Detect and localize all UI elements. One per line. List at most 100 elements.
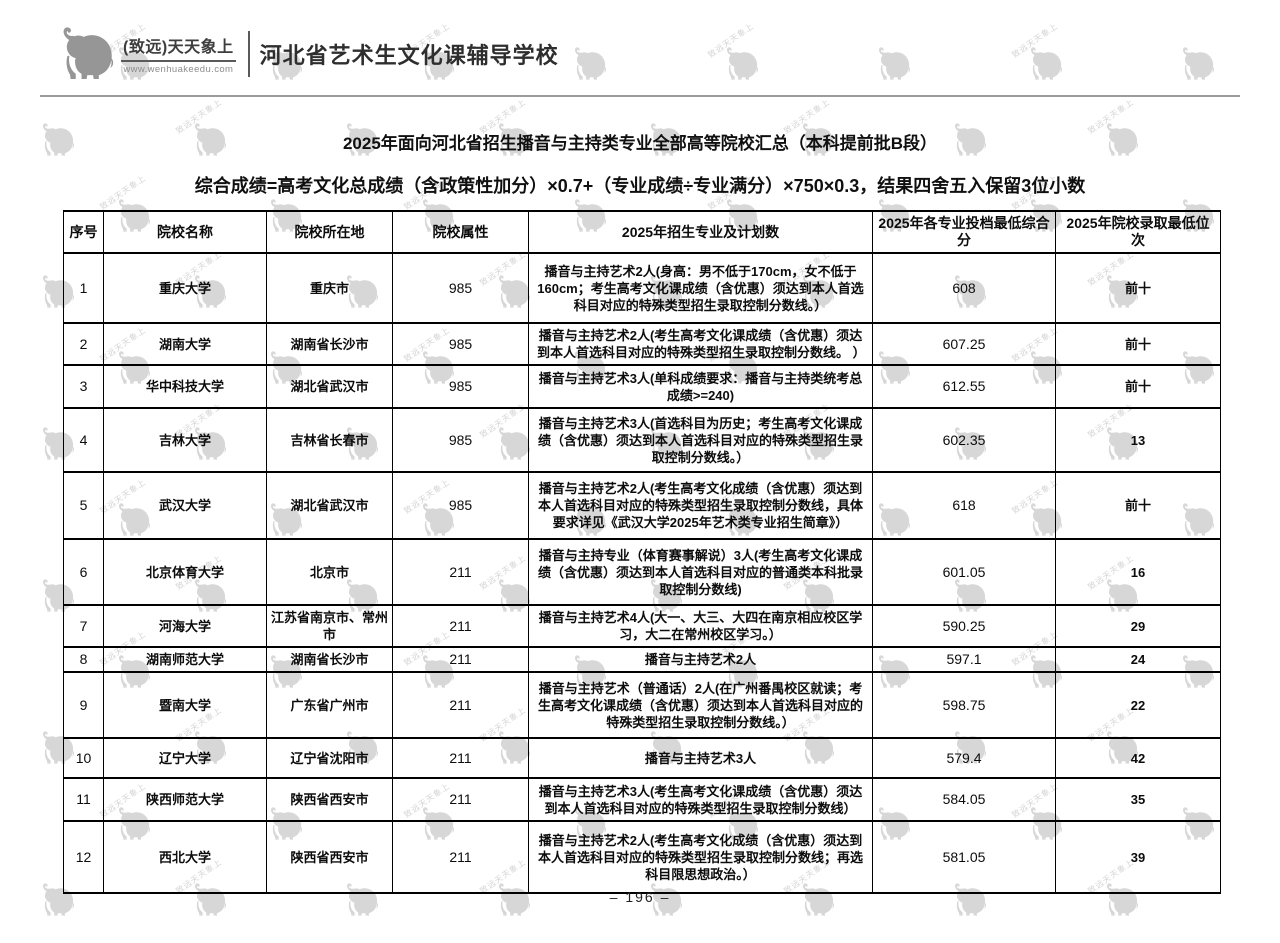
cell-location: 陕西省西安市 [266, 777, 393, 822]
cell-plan: 播音与主持专业（体育赛事解说）3人(考生高考文化课成绩（含优惠）须达到本人首选科… [528, 538, 873, 606]
watermark-elephant-icon [1176, 46, 1218, 87]
cell-plan: 播音与主持艺术2人(考生高考文化课成绩（含优惠）须达到本人首选科目对应的特殊类型… [528, 322, 873, 366]
table-row: 7 河海大学 江苏省南京市、常州市 211 播音与主持艺术4人(大一、大三、大四… [63, 604, 1221, 648]
cell-attribute: 211 [392, 646, 529, 673]
cell-school-name: 河海大学 [103, 604, 267, 648]
cell-location: 湖北省武汉市 [266, 471, 393, 540]
cell-school-name: 湖南大学 [103, 322, 267, 366]
cell-location: 湖南省长沙市 [266, 322, 393, 366]
cell-min-score: 618 [872, 471, 1056, 540]
cell-index: 4 [63, 407, 104, 473]
table-row: 1 重庆大学 重庆市 985 播音与主持艺术2人(身高：男不低于170cm，女不… [63, 252, 1221, 324]
cell-attribute: 211 [392, 604, 529, 648]
cell-location: 湖南省长沙市 [266, 646, 393, 673]
cell-min-rank: 42 [1055, 737, 1221, 779]
cell-min-rank: 前十 [1055, 364, 1221, 409]
cell-min-score: 581.05 [872, 820, 1056, 894]
table-row: 4 吉林大学 吉林省长春市 985 播音与主持艺术3人(首选科目为历史；考生高考… [63, 407, 1221, 473]
cell-min-score: 612.55 [872, 364, 1056, 409]
cell-attribute: 211 [392, 538, 529, 606]
cell-school-name: 西北大学 [103, 820, 267, 894]
cell-plan: 播音与主持艺术2人(考生高考文化成绩（含优惠）须达到本人首选科目对应的特殊类型招… [528, 471, 873, 540]
header-rule [40, 95, 1240, 97]
table-row: 5 武汉大学 湖北省武汉市 985 播音与主持艺术2人(考生高考文化成绩（含优惠… [63, 471, 1221, 540]
cell-min-rank: 前十 [1055, 471, 1221, 540]
page-header: (致远)天天象上 www.wenhuakeedu.com 河北省艺术生文化课辅导… [54, 25, 559, 83]
cell-index: 7 [63, 604, 104, 648]
cell-attribute: 211 [392, 777, 529, 822]
cell-min-score: 584.05 [872, 777, 1056, 822]
cell-school-name: 湖南师范大学 [103, 646, 267, 673]
cell-min-rank: 16 [1055, 538, 1221, 606]
cell-min-rank: 22 [1055, 671, 1221, 739]
cell-plan: 播音与主持艺术2人(身高：男不低于170cm，女不低于160cm；考生高考文化课… [528, 252, 873, 324]
cell-location: 重庆市 [266, 252, 393, 324]
cell-attribute: 211 [392, 671, 529, 739]
watermark-elephant-icon: 致远天天象上 [706, 21, 762, 87]
brand-block: (致远)天天象上 www.wenhuakeedu.com [121, 33, 236, 75]
cell-min-score: 601.05 [872, 538, 1056, 606]
cell-index: 8 [63, 646, 104, 673]
watermark-elephant-icon [568, 46, 610, 87]
cell-location: 吉林省长春市 [266, 407, 393, 473]
cell-location: 广东省广州市 [266, 671, 393, 739]
cell-plan: 播音与主持艺术（普通话）2人(在广州番禺校区就读；考生高考文化课成绩（含优惠）须… [528, 671, 873, 739]
cell-location: 江苏省南京市、常州市 [266, 604, 393, 648]
cell-min-rank: 24 [1055, 646, 1221, 673]
table-row: 2 湖南大学 湖南省长沙市 985 播音与主持艺术2人(考生高考文化课成绩（含优… [63, 322, 1221, 366]
table-row: 3 华中科技大学 湖北省武汉市 985 播音与主持艺术3人(单科成绩要求：播音与… [63, 364, 1221, 409]
brand-name: (致远)天天象上 [121, 33, 236, 62]
cell-school-name: 重庆大学 [103, 252, 267, 324]
cell-location: 北京市 [266, 538, 393, 606]
cell-school-name: 陕西师范大学 [103, 777, 267, 822]
cell-school-name: 武汉大学 [103, 471, 267, 540]
table-row: 12 西北大学 陕西省西安市 211 播音与主持艺术2人(考生高考文化成绩（含优… [63, 820, 1221, 894]
cell-min-score: 590.25 [872, 604, 1056, 648]
page-number: – 196 – [609, 889, 671, 905]
cell-index: 5 [63, 471, 104, 540]
brand-url: www.wenhuakeedu.com [123, 64, 234, 75]
cell-school-name: 北京体育大学 [103, 538, 267, 606]
cell-min-rank: 39 [1055, 820, 1221, 894]
cell-min-score: 602.35 [872, 407, 1056, 473]
col-header-index: 序号 [63, 210, 104, 254]
table-row: 11 陕西师范大学 陕西省西安市 211 播音与主持艺术3人(考生高考文化课成绩… [63, 777, 1221, 822]
watermark-elephant-icon [872, 46, 914, 87]
cell-min-score: 579.4 [872, 737, 1056, 779]
cell-min-rank: 前十 [1055, 322, 1221, 366]
col-header-attribute: 院校属性 [392, 210, 529, 254]
cell-location: 湖北省武汉市 [266, 364, 393, 409]
col-header-school-name: 院校名称 [103, 210, 267, 254]
cell-attribute: 985 [392, 252, 529, 324]
cell-index: 10 [63, 737, 104, 779]
col-header-min-score: 2025年各专业投档最低综合分 [872, 210, 1056, 254]
cell-min-score: 597.1 [872, 646, 1056, 673]
school-name: 河北省艺术生文化课辅导学校 [259, 43, 559, 68]
cell-location: 辽宁省沈阳市 [266, 737, 393, 779]
col-header-plan: 2025年招生专业及计划数 [528, 210, 873, 254]
cell-min-score: 608 [872, 252, 1056, 324]
cell-plan: 播音与主持艺术3人 [528, 737, 873, 779]
table-row: 10 辽宁大学 辽宁省沈阳市 211 播音与主持艺术3人 579.4 42 [63, 737, 1221, 779]
cell-min-rank: 13 [1055, 407, 1221, 473]
elephant-logo-icon [54, 25, 118, 83]
col-header-min-rank: 2025年院校录取最低位次 [1055, 210, 1221, 254]
watermark-text: 致远天天象上 [706, 21, 756, 60]
table-row: 6 北京体育大学 北京市 211 播音与主持专业（体育赛事解说）3人(考生高考文… [63, 538, 1221, 606]
cell-min-score: 607.25 [872, 322, 1056, 366]
table-header-row: 序号 院校名称 院校所在地 院校属性 2025年招生专业及计划数 2025年各专… [63, 210, 1221, 254]
cell-plan: 播音与主持艺术4人(大一、大三、大四在南京相应校区学习，大二在常州校区学习。） [528, 604, 873, 648]
cell-index: 3 [63, 364, 104, 409]
cell-school-name: 辽宁大学 [103, 737, 267, 779]
cell-attribute: 985 [392, 407, 529, 473]
cell-plan: 播音与主持艺术2人 [528, 646, 873, 673]
cell-location: 陕西省西安市 [266, 820, 393, 894]
cell-index: 12 [63, 820, 104, 894]
cell-index: 6 [63, 538, 104, 606]
cell-min-rank: 前十 [1055, 252, 1221, 324]
table-row: 8 湖南师范大学 湖南省长沙市 211 播音与主持艺术2人 597.1 24 [63, 646, 1221, 673]
cell-attribute: 211 [392, 820, 529, 894]
score-formula: 综合成绩=高考文化总成绩（含政策性加分）×0.7+（专业成绩÷专业满分）×750… [194, 176, 1086, 196]
doc-title: 2025年面向河北省招生播音与主持类专业全部高等院校汇总（本科提前批B段） [342, 134, 938, 153]
